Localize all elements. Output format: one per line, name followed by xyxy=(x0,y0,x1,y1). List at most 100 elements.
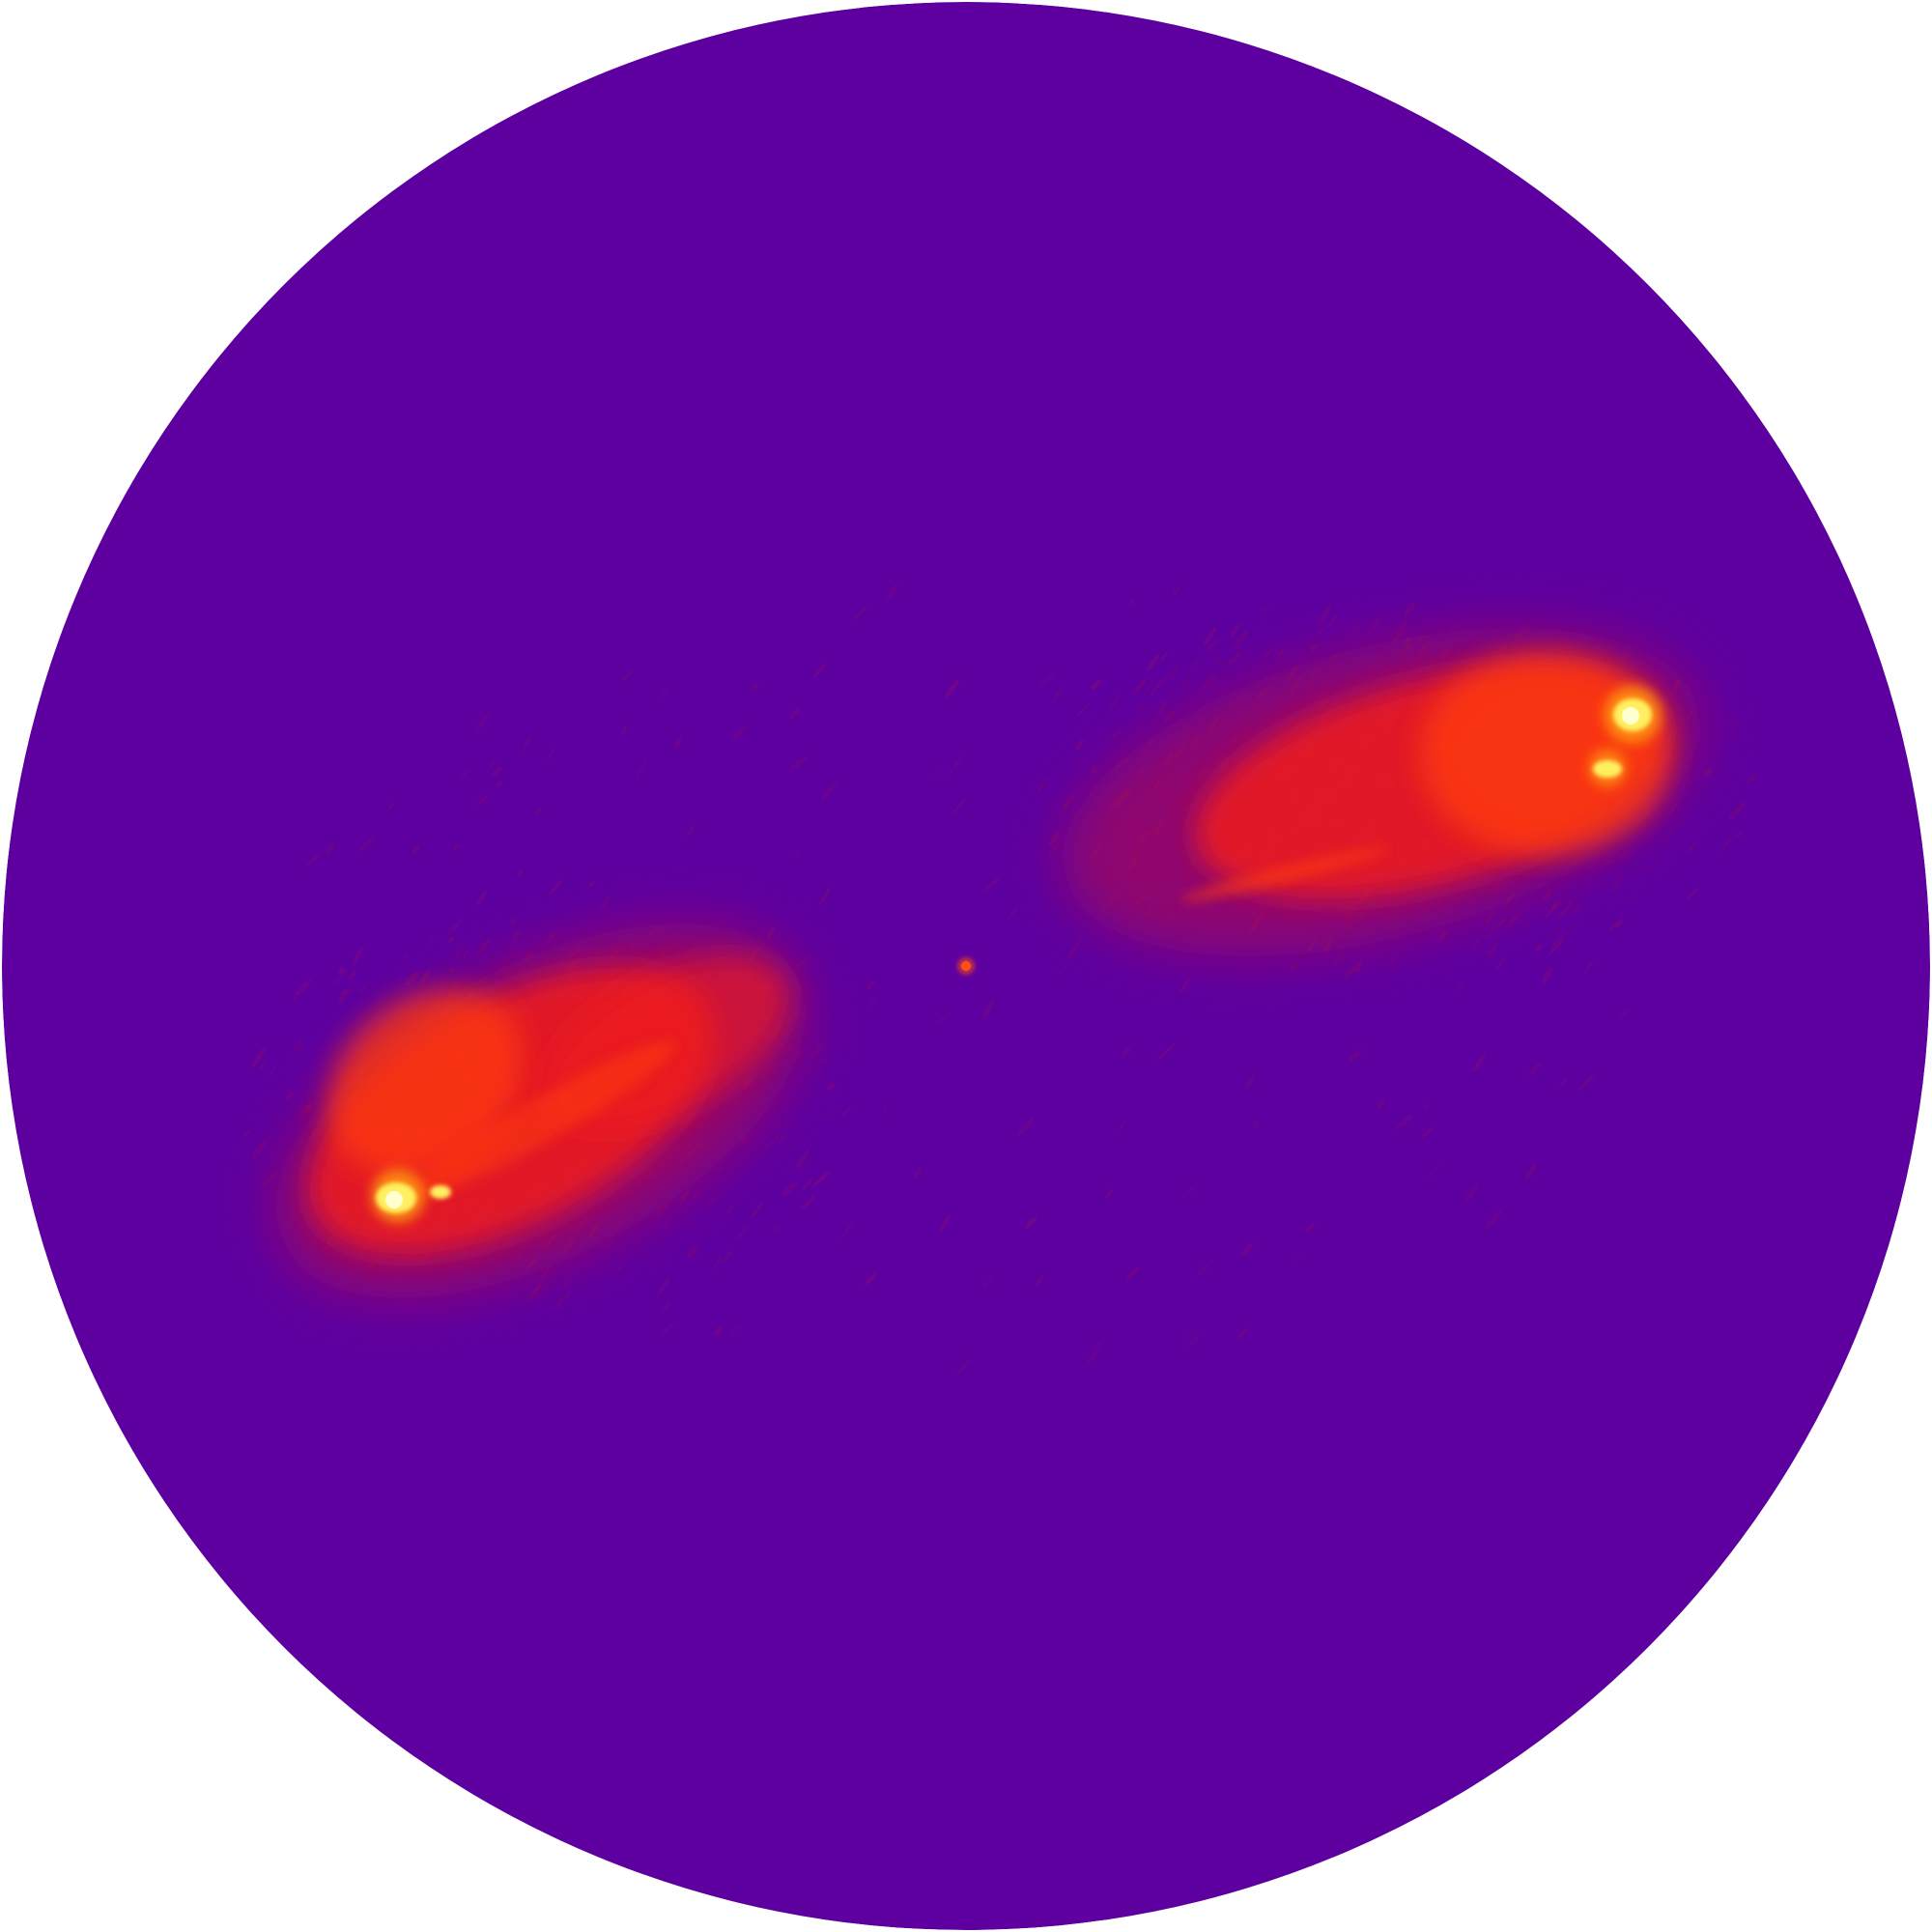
noise-speckle xyxy=(1545,902,1558,919)
noise-speckle xyxy=(729,1323,741,1335)
noise-speckle xyxy=(1063,800,1070,810)
noise-speckle xyxy=(938,1213,952,1234)
noise-speckle xyxy=(1131,677,1149,696)
noise-speckle xyxy=(1048,832,1061,847)
noise-speckle xyxy=(1112,730,1121,738)
noise-speckle xyxy=(1277,648,1286,657)
noise-speckle xyxy=(804,1057,821,1072)
noise-speckle xyxy=(1454,980,1466,994)
noise-speckle xyxy=(1075,739,1085,752)
noise-speckle xyxy=(810,1041,825,1061)
noise-speckle xyxy=(1354,967,1362,974)
noise-speckle xyxy=(881,1106,888,1114)
east-lobe-jet-streak xyxy=(1181,847,1388,901)
noise-speckle xyxy=(1366,617,1382,638)
noise-speckle xyxy=(1119,1121,1125,1131)
noise-speckle xyxy=(1350,624,1359,635)
noise-speckle xyxy=(306,851,323,867)
noise-speckle xyxy=(1309,643,1319,652)
noise-speckle xyxy=(542,933,554,947)
noise-speckle xyxy=(1066,939,1082,960)
noise-speckle xyxy=(1507,913,1520,927)
noise-speckle xyxy=(1583,960,1594,975)
noise-speckle xyxy=(621,669,634,681)
noise-speckle xyxy=(1377,1098,1385,1110)
noise-speckle xyxy=(492,766,502,778)
noise-speckle xyxy=(1233,630,1248,650)
noise-speckle xyxy=(716,1165,725,1173)
noise-speckle xyxy=(496,780,503,788)
noise-speckle xyxy=(242,1128,252,1137)
noise-speckle xyxy=(1186,1333,1201,1348)
noise-speckle xyxy=(1182,679,1193,692)
noise-speckle xyxy=(1485,909,1495,924)
noise-speckle xyxy=(1746,773,1759,785)
noise-speckle xyxy=(1535,944,1543,952)
noise-speckle xyxy=(661,1301,671,1315)
noise-speckle xyxy=(1048,840,1060,859)
noise-speckle xyxy=(1734,831,1743,839)
noise-speckle xyxy=(1035,1274,1044,1287)
noise-speckle xyxy=(706,1194,718,1207)
noise-speckle xyxy=(296,1041,304,1053)
noise-speckle xyxy=(712,1256,723,1270)
noise-speckle xyxy=(815,1069,822,1077)
noise-speckle xyxy=(1086,1349,1099,1365)
noise-speckle xyxy=(687,1245,700,1259)
noise-speckle xyxy=(948,755,964,776)
noise-speckle xyxy=(673,737,682,750)
noise-speckle xyxy=(1202,627,1217,647)
noise-speckle xyxy=(1184,1331,1192,1340)
noise-speckle xyxy=(1551,933,1566,950)
noise-speckle xyxy=(1370,617,1380,629)
noise-speckle xyxy=(1173,585,1179,596)
noise-speckle xyxy=(1547,925,1562,942)
noise-speckle xyxy=(1344,960,1364,978)
noise-speckle xyxy=(348,970,356,980)
noise-speckle xyxy=(1500,917,1506,924)
noise-speckle xyxy=(554,1291,572,1309)
noise-speckle xyxy=(1205,637,1222,654)
noise-speckle xyxy=(453,843,461,851)
noise-speckle xyxy=(1612,872,1625,886)
noise-speckle xyxy=(454,952,461,961)
noise-speckle xyxy=(1333,951,1345,964)
noise-speckle xyxy=(1133,677,1148,693)
noise-speckle xyxy=(387,802,394,811)
noise-speckle xyxy=(1661,828,1675,845)
noise-speckle xyxy=(797,954,811,968)
noise-speckle xyxy=(1142,674,1157,696)
noise-speckle xyxy=(1676,817,1687,827)
noise-speckle xyxy=(1327,611,1340,629)
noise-speckle xyxy=(332,968,349,986)
east-hotspot xyxy=(1588,686,1662,787)
noise-speckle xyxy=(1135,703,1146,715)
noise-speckle xyxy=(447,918,464,936)
noise-speckle xyxy=(1104,1189,1114,1200)
noise-speckle xyxy=(800,1194,816,1210)
noise-speckle xyxy=(794,1149,810,1171)
noise-speckle xyxy=(1345,954,1363,973)
noise-speckle xyxy=(1129,598,1135,607)
noise-speckle xyxy=(1121,1047,1131,1058)
noise-speckle xyxy=(1314,626,1326,638)
noise-speckle xyxy=(285,1092,294,1100)
noise-speckle xyxy=(772,1103,780,1112)
noise-speckle xyxy=(1703,767,1713,777)
noise-speckle xyxy=(1182,1184,1197,1198)
noise-speckle xyxy=(1463,1183,1479,1205)
noise-speckle xyxy=(1211,647,1221,659)
noise-speckle xyxy=(1076,704,1090,717)
noise-speckle xyxy=(929,764,946,779)
noise-speckle xyxy=(826,1082,836,1092)
noise-speckle xyxy=(1236,1327,1249,1340)
noise-speckle xyxy=(864,1273,877,1285)
noise-speckle xyxy=(1156,700,1168,715)
noise-speckle xyxy=(517,868,524,876)
noise-speckle xyxy=(455,943,465,953)
noise-speckle xyxy=(1227,650,1244,666)
noise-speckle xyxy=(1688,840,1698,853)
noise-speckle xyxy=(866,980,876,990)
noise-speckle xyxy=(1618,1008,1631,1019)
noise-speckle xyxy=(1153,671,1173,688)
